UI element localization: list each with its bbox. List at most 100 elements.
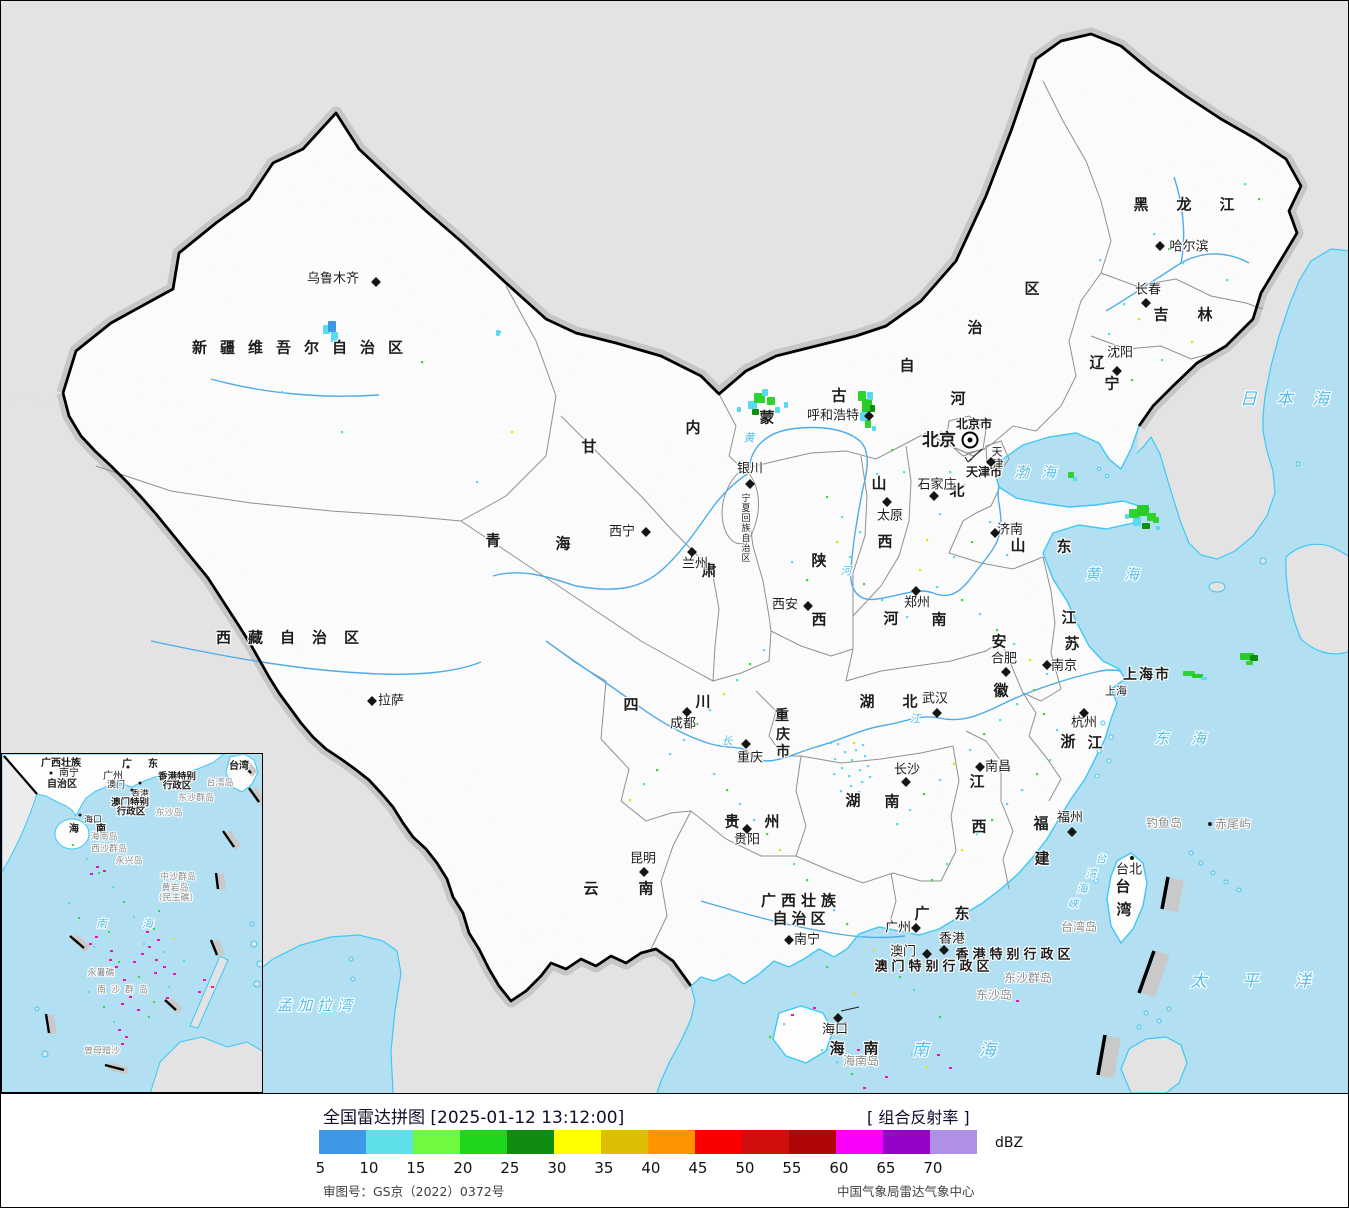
inset-reef-symbol (109, 959, 112, 961)
legend-tick-label: 30 (547, 1159, 567, 1177)
scatter-echo (864, 755, 867, 758)
scatter-echo (709, 709, 712, 712)
scatter-echo (873, 949, 876, 952)
scatter-echo (766, 833, 769, 836)
scatter-echo (723, 693, 726, 696)
scatter-echo (779, 849, 782, 852)
radar-echo (1125, 514, 1129, 519)
scatter-echo (833, 773, 836, 776)
scatter-echo (846, 923, 849, 926)
scatter-echo (1056, 729, 1059, 732)
legend-tick-label: 40 (641, 1159, 661, 1177)
radar-echo (335, 341, 340, 347)
scatter-echo (855, 749, 858, 752)
scatter-echo (963, 484, 966, 487)
radar-echo (775, 407, 780, 413)
nine-dash-segment (239, 760, 252, 774)
inset-reef-symbol (198, 991, 201, 993)
scatter-echo (836, 1061, 839, 1064)
legend-tick-label: 15 (406, 1159, 426, 1177)
dash-shadow (46, 1014, 57, 1035)
scatter-echo (1029, 659, 1032, 662)
reef-symbol (885, 1076, 888, 1078)
inset-reef-symbol (137, 1009, 140, 1011)
radar-echo (860, 412, 868, 421)
scatter-echo (971, 541, 974, 544)
scatter-echo (859, 531, 862, 534)
inset-reef-symbol (155, 959, 158, 961)
scatter-echo (876, 473, 879, 476)
inset-reef-symbol (115, 966, 118, 968)
scatter-echo (939, 779, 942, 782)
scatter-echo (1244, 183, 1247, 186)
scatter-echo (862, 744, 865, 747)
legend-tick-label: 70 (923, 1159, 943, 1177)
reef-symbol (872, 1062, 875, 1064)
radar-echo (1133, 518, 1141, 526)
radar-echo-layer (281, 183, 1261, 1089)
inset-borneo (150, 1036, 262, 1092)
scatter-echo (906, 616, 909, 619)
scatter-echo (713, 773, 716, 776)
inset-reef-symbol (163, 966, 166, 968)
inset-reef-symbol (148, 946, 151, 948)
legend-color-block: 30 (547, 1130, 601, 1177)
dash-shadow (216, 873, 226, 891)
reef-symbol (922, 1042, 925, 1044)
radar-echo (752, 409, 759, 415)
scatter-echo (911, 1053, 914, 1056)
nine-dash-segment (1096, 1034, 1107, 1076)
radar-echo (1192, 674, 1203, 678)
legend-color-block: 15 (406, 1130, 460, 1177)
scatter-echo (826, 496, 829, 499)
dash-shadow (1100, 1035, 1121, 1079)
inset-scatter-echo (168, 986, 170, 988)
inset-reef-symbol (90, 873, 93, 875)
inset-hainan (54, 818, 90, 850)
scatter-echo (1123, 303, 1126, 306)
inset-china-coast (2, 754, 225, 817)
radar-echo (865, 420, 871, 428)
radar-echo (737, 407, 741, 412)
scatter-echo (936, 586, 939, 589)
scatter-echo (1036, 773, 1039, 776)
legend-tick-label: 5 (315, 1159, 326, 1177)
radar-echo (328, 321, 336, 332)
scatter-echo (867, 765, 870, 768)
scatter-echo (1168, 248, 1171, 251)
scatter-echo (1013, 643, 1016, 646)
nine-dash-segment (1160, 876, 1170, 910)
scatter-echo (953, 556, 956, 559)
inset-scatter-echo (68, 902, 70, 904)
inset-reef-symbol (113, 989, 116, 991)
legend-color-block: 40 (641, 1130, 695, 1177)
scatter-echo (1258, 198, 1261, 201)
radar-echo (1068, 472, 1074, 478)
scatter-echo (769, 1036, 772, 1039)
scatter-echo (976, 833, 979, 836)
legend-tick-label: 25 (500, 1159, 520, 1177)
inset-echo-layer (68, 844, 214, 1045)
scatter-echo (826, 966, 829, 969)
radar-echo (1156, 526, 1160, 530)
scatter-echo (753, 819, 756, 822)
babuyan-islands (1136, 1006, 1172, 1030)
scatter-echo (783, 1023, 786, 1026)
inset-scatter-echo (108, 931, 110, 933)
inset-reef-symbol (173, 973, 176, 975)
radar-echo (748, 401, 757, 409)
scatter-echo (961, 849, 964, 852)
kyushu-island (1285, 543, 1348, 655)
scatter-echo (849, 556, 852, 559)
scatter-echo (763, 649, 766, 652)
scatter-echo (1099, 259, 1102, 262)
scatter-echo (643, 783, 646, 786)
product-name: [ 组合反射率 ] (867, 1108, 970, 1127)
nine-dash-segment (209, 939, 219, 956)
inset-reef-symbol (146, 931, 149, 933)
radar-echo (867, 392, 873, 400)
scatter-echo (1153, 233, 1156, 236)
inset-scatter-echo (88, 991, 90, 993)
legend-color-block: 20 (453, 1130, 507, 1177)
inset-reef-symbol (101, 973, 104, 975)
